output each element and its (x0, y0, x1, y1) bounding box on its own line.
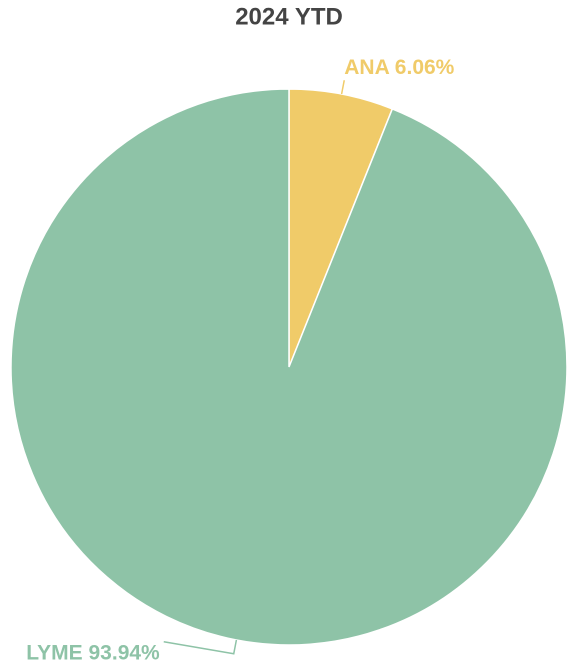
leader-line (163, 639, 238, 655)
leader-line (340, 80, 345, 95)
data-label: ANA 6.06% (344, 56, 454, 79)
chart-title: 2024 YTD (235, 3, 343, 30)
pie-slice (10, 88, 568, 646)
data-label: LYME 93.94% (26, 641, 160, 664)
